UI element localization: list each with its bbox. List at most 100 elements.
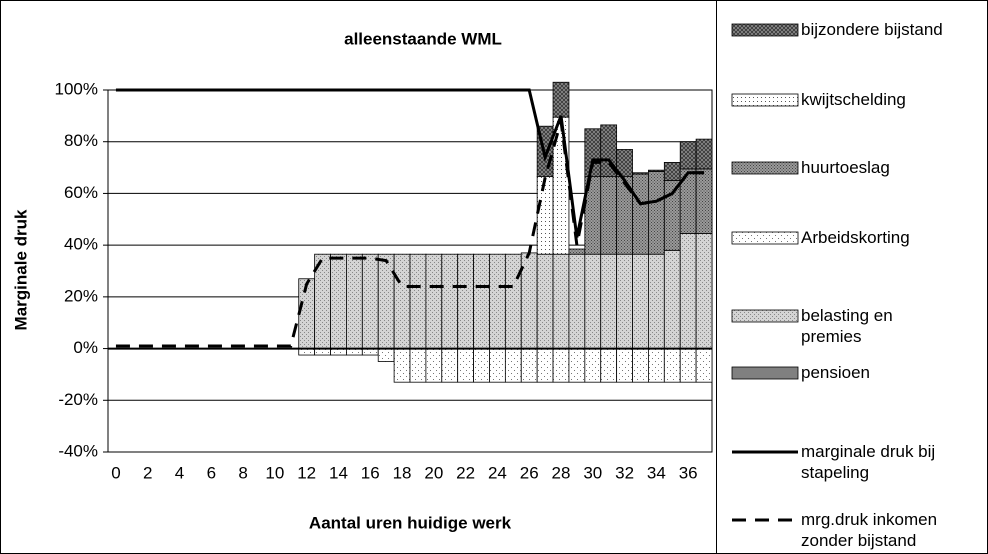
y-axis-label: Marginale druk [11, 209, 30, 330]
bar-segment [552, 81, 570, 118]
bar-segment [409, 348, 427, 383]
bar-segment [648, 169, 665, 172]
bar-segment [504, 348, 522, 383]
bar-segment [616, 149, 633, 178]
bar-segment [457, 253, 474, 349]
x-tick-label: 34 [647, 463, 666, 482]
bar-segment [663, 249, 681, 349]
bar-segment [663, 348, 681, 383]
x-tick-label: 22 [456, 463, 475, 482]
bar-segment [489, 253, 506, 349]
legend-label: pensioen [801, 363, 871, 382]
y-tick-label: 60% [64, 183, 98, 202]
bar-segment [346, 253, 363, 349]
line-series [115, 88, 705, 238]
x-tick-label: 24 [488, 463, 507, 482]
y-tick-label: 0% [73, 338, 98, 357]
x-tick-label: 0 [111, 463, 120, 482]
bar-segment [536, 253, 554, 349]
chart-title: alleenstaande WML [344, 29, 502, 48]
legend-swatch [731, 309, 799, 323]
bar-segment [600, 348, 618, 383]
legend-swatch [731, 93, 799, 107]
legend-label: belasting en premies [801, 306, 893, 346]
legend-swatch [731, 231, 799, 245]
bar-segment [568, 348, 586, 383]
bar-segment [663, 161, 681, 181]
bar-segment [441, 348, 459, 383]
bar-segment [377, 253, 395, 349]
bar-segment [632, 173, 649, 255]
bar-segment [616, 253, 633, 349]
y-tick-label: 100% [55, 79, 98, 98]
bar-segment [584, 348, 602, 383]
x-tick-label: 8 [238, 463, 247, 482]
line-series [115, 120, 705, 348]
bar-segment [520, 348, 538, 383]
x-tick-label: 16 [361, 463, 380, 482]
bar-segment [457, 348, 474, 383]
bar-segment [695, 233, 713, 349]
bar-segment [536, 176, 554, 255]
x-tick-label: 14 [329, 463, 348, 482]
legend-label: huurtoeslag [801, 158, 890, 177]
bar-segment [679, 233, 697, 349]
legend-label: Arbeidskorting [801, 228, 910, 247]
x-axis-label: Aantal uren huidige werk [309, 513, 512, 532]
y-tick-label: -20% [58, 390, 98, 409]
legend-label: mrg.druk inkomen zonder bijstand [801, 510, 938, 550]
bar-segment [489, 348, 506, 383]
x-tick-label: 32 [615, 463, 634, 482]
x-tick-label: 6 [207, 463, 216, 482]
bar-segment [425, 348, 443, 383]
bar-segment [632, 253, 649, 349]
bar-segment [441, 253, 459, 349]
bar-segment [552, 348, 570, 383]
x-tick-label: 26 [520, 463, 539, 482]
bar-segment [632, 348, 649, 383]
bar-segment [504, 253, 522, 349]
bar-segment [473, 253, 490, 349]
legend-swatch [731, 366, 799, 380]
legend-label: kwijtschelding [801, 90, 906, 109]
bar-segment [679, 141, 697, 170]
x-tick-label: 28 [552, 463, 571, 482]
bar-segment [648, 253, 665, 349]
bar-segment [648, 171, 665, 255]
bar-segment [600, 176, 618, 255]
bar-segment [616, 348, 633, 383]
x-tick-label: 18 [393, 463, 412, 482]
y-tick-label: 40% [64, 235, 98, 254]
y-tick-label: 80% [64, 131, 98, 150]
bar-segment [679, 348, 697, 383]
bar-segment [330, 253, 347, 349]
x-tick-label: 20 [424, 463, 443, 482]
bar-segment [600, 253, 618, 349]
bar-segment [377, 348, 395, 362]
bar-segment [632, 172, 649, 175]
x-tick-label: 12 [297, 463, 316, 482]
bar-segment [695, 168, 713, 234]
bar-segment [393, 348, 411, 383]
bar-segment [568, 248, 586, 255]
bar-segment [584, 128, 602, 178]
bar-segment [648, 348, 665, 383]
x-tick-label: 36 [679, 463, 698, 482]
x-tick-label: 2 [143, 463, 152, 482]
bar-segment [568, 253, 586, 349]
bar-segment [361, 253, 379, 349]
x-tick-label: 30 [583, 463, 602, 482]
legend-label: marginale druk bij stapeling [801, 442, 936, 482]
bar-segment [552, 253, 570, 349]
y-tick-label: -40% [58, 441, 98, 460]
bar-segment [473, 348, 490, 383]
legend-swatch [731, 161, 799, 175]
bar-segment [695, 348, 713, 383]
bar-segment [536, 348, 554, 383]
bar-segment [409, 253, 427, 349]
x-tick-label: 10 [265, 463, 284, 482]
bar-segment [393, 253, 411, 349]
y-tick-label: 20% [64, 286, 98, 305]
